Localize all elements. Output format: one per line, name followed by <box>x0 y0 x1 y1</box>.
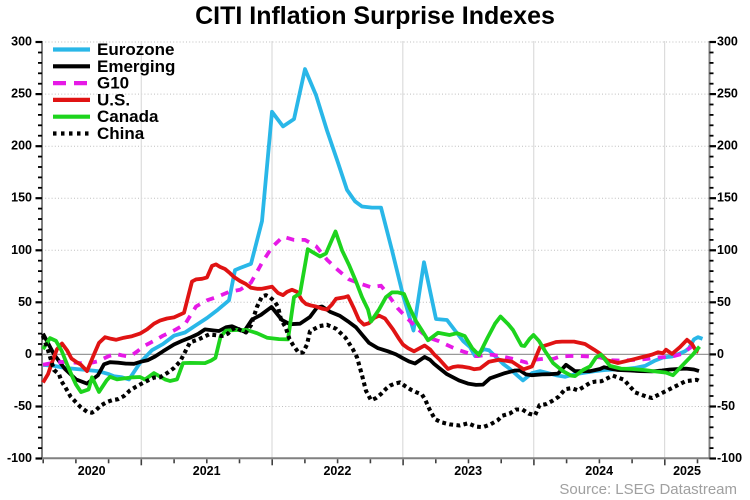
svg-text:300: 300 <box>717 35 738 49</box>
svg-text:U.S.: U.S. <box>97 90 130 109</box>
svg-text:250: 250 <box>717 87 738 101</box>
svg-text:150: 150 <box>11 191 32 205</box>
svg-text:300: 300 <box>11 35 32 49</box>
svg-text:China: China <box>97 124 145 143</box>
svg-text:Source: LSEG Datastream: Source: LSEG Datastream <box>559 481 737 498</box>
svg-text:-50: -50 <box>14 399 32 413</box>
svg-text:0: 0 <box>25 347 32 361</box>
svg-text:0: 0 <box>717 347 724 361</box>
svg-text:50: 50 <box>18 295 32 309</box>
svg-text:-100: -100 <box>717 451 742 465</box>
svg-text:100: 100 <box>717 243 738 257</box>
svg-text:Canada: Canada <box>97 107 159 126</box>
svg-text:200: 200 <box>11 139 32 153</box>
svg-text:150: 150 <box>717 191 738 205</box>
svg-text:Emerging: Emerging <box>97 57 175 76</box>
svg-text:2021: 2021 <box>193 464 221 478</box>
svg-text:2020: 2020 <box>78 464 106 478</box>
svg-text:200: 200 <box>717 139 738 153</box>
svg-text:2023: 2023 <box>454 464 482 478</box>
svg-text:100: 100 <box>11 243 32 257</box>
svg-text:2025: 2025 <box>673 464 701 478</box>
svg-text:G10: G10 <box>97 74 129 93</box>
svg-text:-50: -50 <box>717 399 735 413</box>
svg-text:250: 250 <box>11 87 32 101</box>
svg-text:Eurozone: Eurozone <box>97 40 174 59</box>
svg-text:2022: 2022 <box>323 464 351 478</box>
svg-text:2024: 2024 <box>585 464 613 478</box>
svg-text:-100: -100 <box>7 451 32 465</box>
svg-text:CITI Inflation Surprise Indexe: CITI Inflation Surprise Indexes <box>195 2 555 30</box>
svg-text:50: 50 <box>717 295 731 309</box>
